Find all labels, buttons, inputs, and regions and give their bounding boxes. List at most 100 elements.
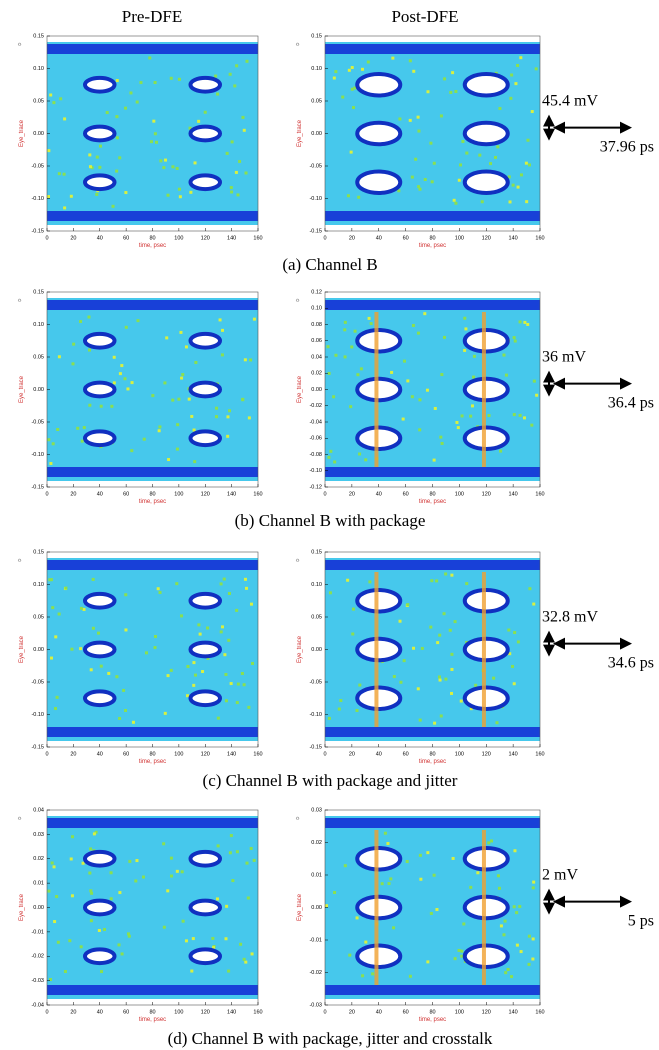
eye-speckle — [223, 653, 227, 657]
x-tick-label: 20 — [70, 751, 76, 757]
eye-speckle — [327, 716, 331, 720]
eye-opening — [462, 425, 510, 451]
eye-speckle — [229, 834, 233, 838]
eye-speckle — [465, 582, 469, 586]
eye-speckle — [430, 579, 434, 583]
y-tick-label: 0.06 — [311, 338, 322, 344]
eye-speckle — [126, 932, 130, 936]
eye-speckle — [89, 668, 93, 672]
eye-speckle — [465, 151, 469, 155]
y-tick-label: -0.12 — [309, 484, 322, 490]
eye-speckle — [369, 322, 373, 326]
eye-speckle — [351, 632, 355, 636]
eye-speckle — [203, 110, 207, 114]
eye-speckle — [241, 398, 245, 402]
eye-speckle — [149, 140, 153, 144]
eye-speckle — [118, 891, 122, 895]
eye-speckle — [235, 701, 239, 705]
x-tick-label: 80 — [429, 491, 435, 497]
eye-speckle — [516, 185, 520, 189]
eye-speckle — [522, 416, 526, 420]
eye-speckle — [235, 608, 239, 612]
eye-speckle — [235, 64, 239, 68]
eye-speckle — [52, 865, 56, 869]
y-tick-label: 0.00 — [311, 905, 322, 911]
eye-speckle — [117, 943, 121, 947]
eye-speckle — [171, 165, 175, 169]
eye-speckle — [211, 936, 215, 940]
x-tick-label: 120 — [201, 751, 210, 757]
height-annotation: 45.4 mV — [542, 92, 598, 109]
eye-speckle — [496, 145, 500, 149]
eye-diagram — [47, 816, 258, 999]
y-tick-label: -0.03 — [309, 1002, 322, 1008]
x-tick-label: 120 — [482, 235, 491, 241]
eye-opening — [82, 429, 117, 448]
eye-speckle — [82, 607, 86, 611]
eye-speckle — [408, 974, 412, 978]
eye-band — [325, 727, 540, 737]
eye-speckle — [90, 166, 94, 170]
eye-speckle — [460, 414, 464, 418]
eye-speckle — [99, 404, 103, 408]
eye-speckle — [438, 633, 442, 637]
x-tick-label: 0 — [323, 235, 326, 241]
y-tick-label: 0.10 — [33, 322, 44, 328]
eye-speckle — [359, 367, 363, 371]
eye-speckle — [126, 387, 130, 391]
eye-speckle — [328, 591, 332, 595]
x-tick-label: 120 — [201, 235, 210, 241]
eye-speckle — [364, 458, 368, 462]
eye-speckle — [531, 937, 535, 941]
eye-speckle — [124, 106, 128, 110]
eye-speckle — [228, 72, 232, 76]
eye-speckle — [244, 586, 248, 590]
eye-opening — [82, 640, 117, 659]
eye-speckle — [333, 891, 337, 895]
eye-speckle — [387, 882, 391, 886]
x-tick-label: 60 — [403, 235, 409, 241]
eye-speckle — [184, 939, 188, 943]
eye-speckle — [105, 111, 109, 115]
x-tick-label: 20 — [70, 1009, 76, 1015]
eye-speckle — [358, 683, 362, 687]
eye-opening — [355, 894, 403, 921]
eye-speckle — [252, 317, 256, 321]
eye-speckle — [169, 76, 173, 80]
eye-speckle — [433, 721, 437, 725]
eye-speckle — [47, 149, 51, 153]
plot-icon: ☼ — [17, 297, 22, 303]
y-tick-label: 0.00 — [33, 131, 44, 137]
eye-speckle — [229, 186, 233, 190]
eye-speckle — [197, 623, 201, 627]
y-tick-label: -0.06 — [309, 436, 322, 442]
eye-speckle — [226, 434, 230, 438]
eye-speckle — [162, 842, 166, 846]
eye-speckle — [401, 417, 405, 421]
y-tick-label: 0.00 — [33, 905, 44, 911]
y-axis-label: Eye_trace — [297, 375, 303, 403]
x-tick-label: 60 — [403, 751, 409, 757]
eye-band — [325, 985, 540, 995]
x-tick-label: 60 — [403, 491, 409, 497]
eye-speckle — [185, 694, 189, 698]
eye-speckle — [367, 316, 371, 320]
y-tick-label: -0.15 — [309, 744, 322, 750]
eye-speckle — [412, 646, 416, 650]
eye-speckle — [216, 716, 220, 720]
eye-speckle — [398, 619, 402, 623]
eye-speckle — [62, 172, 66, 176]
eye-speckle — [519, 173, 523, 177]
eye-speckle — [518, 905, 522, 909]
x-tick-label: 140 — [509, 1009, 518, 1015]
eye-speckle — [192, 428, 196, 432]
eye-speckle — [519, 56, 523, 60]
x-tick-label: 40 — [376, 491, 382, 497]
x-tick-label: 0 — [323, 491, 326, 497]
eye-speckle — [111, 204, 115, 208]
eye-speckle — [506, 967, 510, 971]
eye-speckle — [166, 674, 170, 678]
x-tick-label: 0 — [45, 751, 48, 757]
eye-speckle — [247, 705, 251, 709]
eye-speckle — [527, 163, 531, 167]
